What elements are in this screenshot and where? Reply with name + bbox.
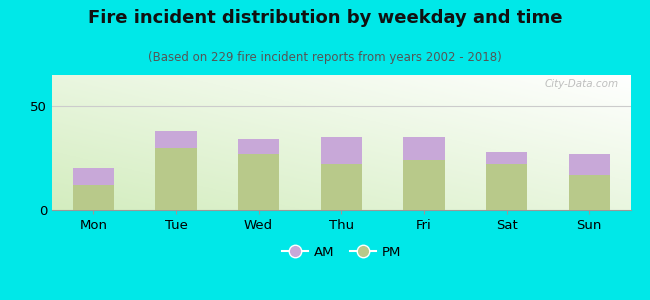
Bar bbox=[155, 148, 196, 210]
Bar bbox=[238, 140, 280, 154]
Text: Fire incident distribution by weekday and time: Fire incident distribution by weekday an… bbox=[88, 9, 562, 27]
Bar bbox=[320, 164, 362, 210]
Bar bbox=[155, 131, 196, 148]
Bar bbox=[403, 137, 445, 160]
Legend: AM, PM: AM, PM bbox=[276, 241, 406, 264]
Bar bbox=[73, 185, 114, 210]
Bar bbox=[486, 152, 527, 164]
Bar bbox=[403, 160, 445, 210]
Bar bbox=[320, 137, 362, 164]
Text: (Based on 229 fire incident reports from years 2002 - 2018): (Based on 229 fire incident reports from… bbox=[148, 51, 502, 64]
Bar bbox=[569, 175, 610, 210]
Bar bbox=[73, 169, 114, 185]
Bar bbox=[486, 164, 527, 210]
Bar bbox=[569, 154, 610, 175]
Text: City-Data.com: City-Data.com bbox=[545, 79, 619, 89]
Bar bbox=[238, 154, 280, 210]
